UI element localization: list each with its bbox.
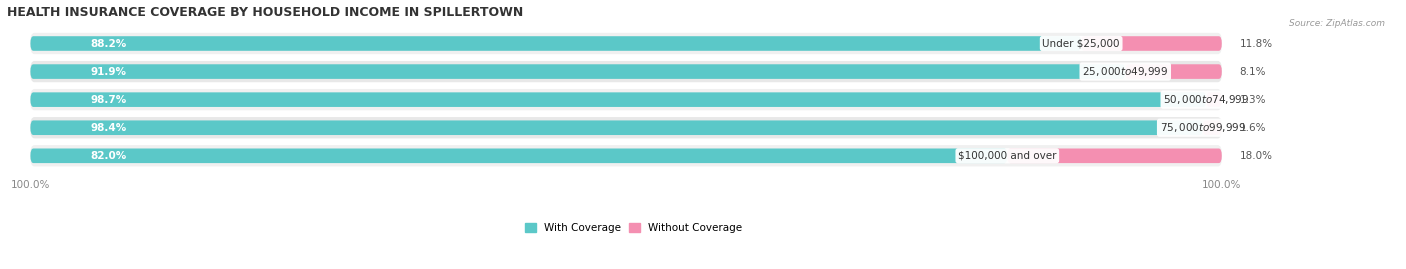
FancyBboxPatch shape [1081,36,1222,51]
Text: $25,000 to $49,999: $25,000 to $49,999 [1083,65,1168,78]
Text: Source: ZipAtlas.com: Source: ZipAtlas.com [1289,19,1385,28]
FancyBboxPatch shape [1007,148,1222,163]
Text: HEALTH INSURANCE COVERAGE BY HOUSEHOLD INCOME IN SPILLERTOWN: HEALTH INSURANCE COVERAGE BY HOUSEHOLD I… [7,6,523,19]
Text: 98.7%: 98.7% [90,95,127,105]
FancyBboxPatch shape [1202,121,1222,135]
Text: 11.8%: 11.8% [1240,38,1272,48]
FancyBboxPatch shape [31,64,1125,79]
Text: 1.3%: 1.3% [1240,95,1267,105]
Legend: With Coverage, Without Coverage: With Coverage, Without Coverage [522,219,747,237]
Text: $100,000 and over: $100,000 and over [957,151,1056,161]
Text: 88.2%: 88.2% [90,38,127,48]
Text: $50,000 to $74,999: $50,000 to $74,999 [1163,93,1250,106]
FancyBboxPatch shape [30,61,1222,82]
FancyBboxPatch shape [31,121,1202,135]
FancyBboxPatch shape [1125,64,1222,79]
Text: 1.6%: 1.6% [1240,123,1267,133]
Text: 8.1%: 8.1% [1240,67,1267,77]
Text: 98.4%: 98.4% [90,123,127,133]
FancyBboxPatch shape [31,92,1206,107]
Text: Under $25,000: Under $25,000 [1042,38,1121,48]
Text: $75,000 to $99,999: $75,000 to $99,999 [1160,121,1246,134]
FancyBboxPatch shape [1206,92,1222,107]
Text: 82.0%: 82.0% [90,151,127,161]
FancyBboxPatch shape [30,145,1222,167]
Text: 91.9%: 91.9% [90,67,127,77]
FancyBboxPatch shape [30,117,1222,138]
FancyBboxPatch shape [31,36,1081,51]
FancyBboxPatch shape [30,89,1222,110]
Text: 18.0%: 18.0% [1240,151,1272,161]
FancyBboxPatch shape [31,148,1007,163]
FancyBboxPatch shape [30,33,1222,54]
